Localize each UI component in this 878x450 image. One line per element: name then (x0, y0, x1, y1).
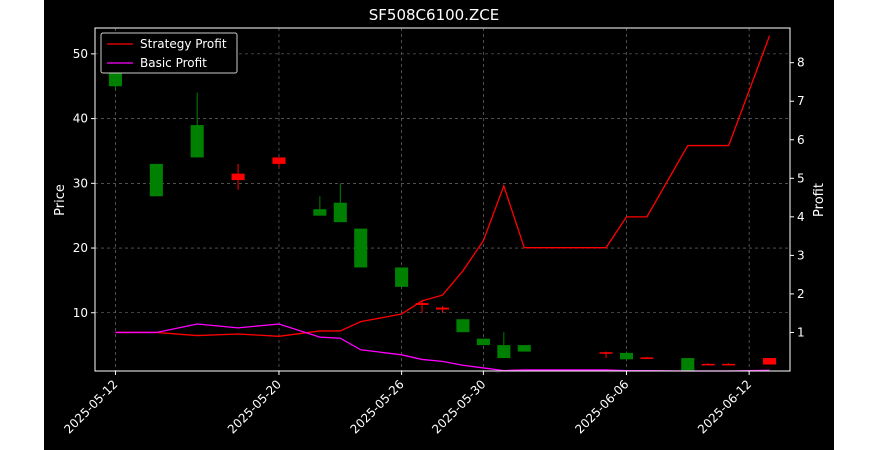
y-tick-label-right: 6 (797, 133, 805, 147)
y-tick-label-right: 1 (797, 325, 805, 339)
candlestick-chart: SF508C6100.ZCE 2025-05-12 2025-05-20 2025-… (44, 0, 834, 450)
candle-body (763, 358, 777, 365)
candle-body (190, 125, 204, 158)
candle-body (313, 209, 327, 216)
legend-label-basic: Basic Profit (140, 56, 207, 70)
figure-background (44, 0, 834, 450)
y-axis-label-right: Profit (812, 183, 827, 217)
y-tick-label-right: 3 (797, 248, 805, 262)
y-tick-label-left: 50 (73, 47, 88, 61)
candle-body (395, 267, 409, 287)
chart-title: SF508C6100.ZCE (369, 6, 499, 24)
y-tick-label-right: 8 (797, 56, 805, 70)
y-tick-label-left: 40 (73, 112, 88, 126)
candle-body (272, 157, 286, 164)
candle-body (619, 352, 634, 360)
candle-body (415, 303, 429, 305)
series-line-strategy (115, 35, 771, 337)
legend: Strategy Profit Basic Profit (100, 32, 238, 74)
candle-body (435, 307, 450, 310)
y-tick-label-left: 30 (73, 176, 88, 190)
y-tick-label-left: 10 (73, 306, 88, 320)
y-tick-label-left: 20 (73, 241, 88, 255)
candle-body (354, 228, 368, 268)
y-axis-label-left: Price (53, 184, 68, 216)
candle-body (231, 173, 245, 181)
candle-body (701, 363, 715, 366)
candle-body (497, 345, 511, 359)
candle-body (640, 357, 654, 359)
candle-body (108, 73, 122, 87)
candle-body (333, 202, 347, 223)
y-tick-label-right: 7 (797, 94, 805, 108)
y-tick-label-right: 4 (797, 210, 805, 224)
candle-body (149, 163, 163, 197)
plot-frame (94, 27, 791, 372)
candle-body (599, 352, 613, 354)
candle-body (681, 358, 695, 371)
candle-body (517, 345, 531, 352)
candle-layer (108, 73, 777, 371)
candle-body (456, 319, 470, 333)
chart-area: SF508C6100.ZCE 2025-05-12 2025-05-20 2025-… (44, 0, 834, 450)
candle-body (476, 338, 490, 346)
legend-label-strategy: Strategy Profit (140, 37, 227, 51)
legend-box (100, 32, 238, 74)
y-tick-label-right: 5 (797, 171, 805, 185)
candle-body (722, 363, 736, 366)
y-tick-label-right: 2 (797, 287, 805, 301)
